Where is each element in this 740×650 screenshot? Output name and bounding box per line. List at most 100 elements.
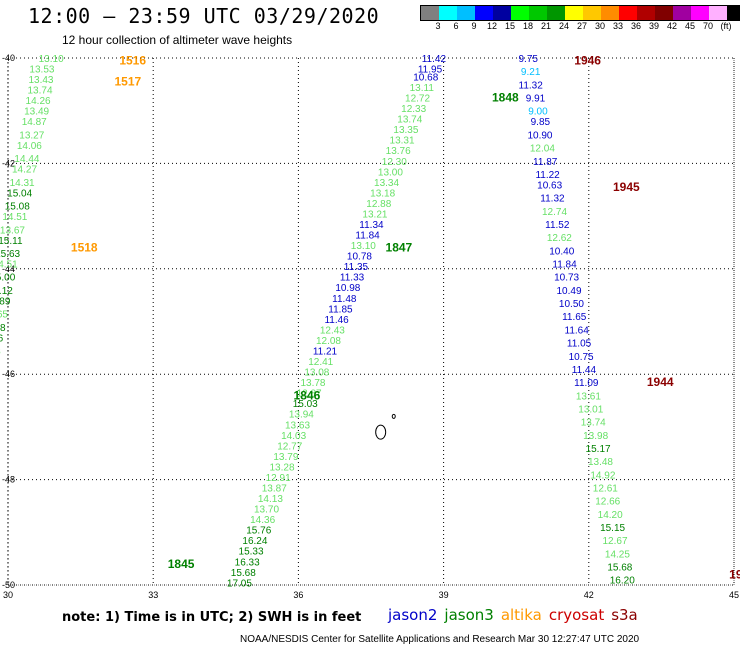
swh-observation: 14.08 [0, 346, 1, 357]
lon-tick-label: 45 [729, 590, 739, 600]
swh-observation: 15.12 [0, 286, 13, 297]
swh-observation: 15.08 [5, 202, 30, 213]
color-scale-label: 6 [453, 21, 459, 31]
color-swatch [529, 6, 547, 20]
swh-observation: 13.48 [588, 457, 613, 468]
swh-observation: 15.15 [600, 523, 625, 534]
pass-time-label: 1946 [574, 54, 601, 68]
swh-observation: 17.05 [227, 578, 252, 589]
swh-observation: 9.91 [526, 94, 546, 105]
swh-observation: 14.51 [2, 212, 27, 223]
swh-observation: 15.04 [7, 188, 32, 199]
swh-observation: 11.95 [418, 65, 443, 76]
swh-observation: 14.26 [26, 96, 51, 107]
pass-time-label: 1848 [492, 91, 519, 105]
island-shape [375, 424, 387, 440]
swh-observation: 9.75 [519, 54, 539, 65]
swh-observation: 13.21 [362, 209, 387, 220]
swh-observation: 13.27 [19, 130, 44, 141]
lon-tick-label: 33 [148, 590, 158, 600]
swh-observation: 15.47 [223, 589, 248, 600]
swh-observation: 10.90 [527, 130, 552, 141]
swh-observation: 12.61 [593, 484, 618, 495]
swh-observation: 13.00 [378, 167, 403, 178]
swh-observation: 14.31 [10, 178, 35, 189]
color-scale-label: 21 [540, 21, 552, 31]
pass-time-label: 1516 [119, 54, 146, 68]
swh-observation: 12.30 [382, 157, 407, 168]
lat-tick-label: -50 [2, 580, 15, 590]
pass-time-label: 19 [729, 567, 740, 581]
swh-observation: 12.08 [316, 336, 341, 347]
swh-observation: 9.85 [531, 117, 551, 128]
swh-observation: 11.05 [567, 339, 592, 350]
pass-time-label: 1847 [386, 241, 413, 255]
lon-tick-label: 42 [584, 590, 594, 600]
pass-time-label: 1945 [613, 180, 640, 194]
color-swatch [583, 6, 601, 20]
legend-cryosat: cryosat [548, 606, 605, 624]
swh-observation: 12.72 [405, 94, 430, 105]
swh-observation: 14.65 [0, 310, 8, 321]
swh-observation: 14.70 [219, 599, 244, 610]
color-scale-label: 9 [471, 21, 477, 31]
swh-observation: 13.74 [397, 115, 422, 126]
pass-time-label: 1944 [647, 375, 674, 389]
swh-observation: 13.78 [300, 378, 325, 389]
swh-observation: 14.44 [14, 154, 39, 165]
swh-observation: 14.20 [204, 642, 229, 650]
swh-observation: 13.98 [583, 431, 608, 442]
swh-observation: 13.28 [269, 462, 294, 473]
swh-observation: 13.70 [254, 505, 279, 516]
color-scale-label: 45 [684, 21, 696, 31]
swh-observation: 14.04 [208, 631, 233, 642]
swh-observation: 13.76 [386, 146, 411, 157]
legend-s3a: s3a [611, 606, 638, 624]
color-scale-label: 15 [504, 21, 516, 31]
swh-observation: 13.08 [304, 368, 329, 379]
swh-observation: 10.49 [557, 286, 582, 297]
swh-observation: 13.11 [410, 83, 435, 94]
swh-observation: 10.40 [549, 246, 574, 257]
swh-observation: 15.33 [239, 547, 264, 558]
map-frame [7, 57, 735, 586]
swh-observation: 12.67 [602, 536, 627, 547]
swh-observation: 11.22 [535, 170, 560, 181]
swh-observation: 15.68 [607, 563, 632, 574]
swh-observation: 12.41 [308, 357, 333, 368]
swh-observation: 11.46 [324, 315, 349, 326]
swh-observation: 13.49 [24, 107, 49, 118]
color-swatch [475, 6, 493, 20]
lon-tick-label: 39 [439, 590, 449, 600]
swh-observation: 13.79 [273, 452, 298, 463]
swh-observation: 9.21 [521, 67, 541, 78]
color-scale-label: 27 [576, 21, 588, 31]
swh-observation: 13.53 [29, 65, 54, 76]
swh-observation: 10.68 [413, 72, 438, 83]
pass-time-label: 1844 [61, 647, 88, 650]
swh-observation: 11.84 [552, 260, 577, 271]
swh-observation: 11.84 [355, 231, 380, 242]
swh-observation: 15.11 [0, 236, 23, 247]
lon-tick-label: 30 [3, 590, 13, 600]
swh-observation: 15.63 [0, 249, 21, 260]
swh-observation: 12.77 [277, 441, 302, 452]
swh-observation: 13.35 [393, 125, 418, 136]
swh-observation: 12.43 [320, 325, 345, 336]
swh-observation: 13.18 [370, 188, 395, 199]
color-scale-label: 36 [630, 21, 642, 31]
lat-tick-label: -44 [2, 264, 15, 274]
swh-observation: 10.63 [537, 180, 562, 191]
swh-observation: 10.98 [335, 283, 360, 294]
color-scale-label: 30 [594, 21, 606, 31]
legend-jason3: jason3 [444, 606, 494, 624]
swh-observation: 15.89 [0, 296, 11, 307]
swh-observation: 9.00 [528, 107, 548, 118]
swh-observation: 15.03 [293, 399, 318, 410]
swh-observation: 16.33 [235, 557, 260, 568]
swh-observation: 13.67 [0, 225, 25, 236]
color-scale-label: 12 [486, 21, 498, 31]
swh-observation: 12.04 [530, 144, 555, 155]
swh-observation: 15.76 [246, 526, 271, 537]
color-scale-label: 18 [522, 21, 534, 31]
